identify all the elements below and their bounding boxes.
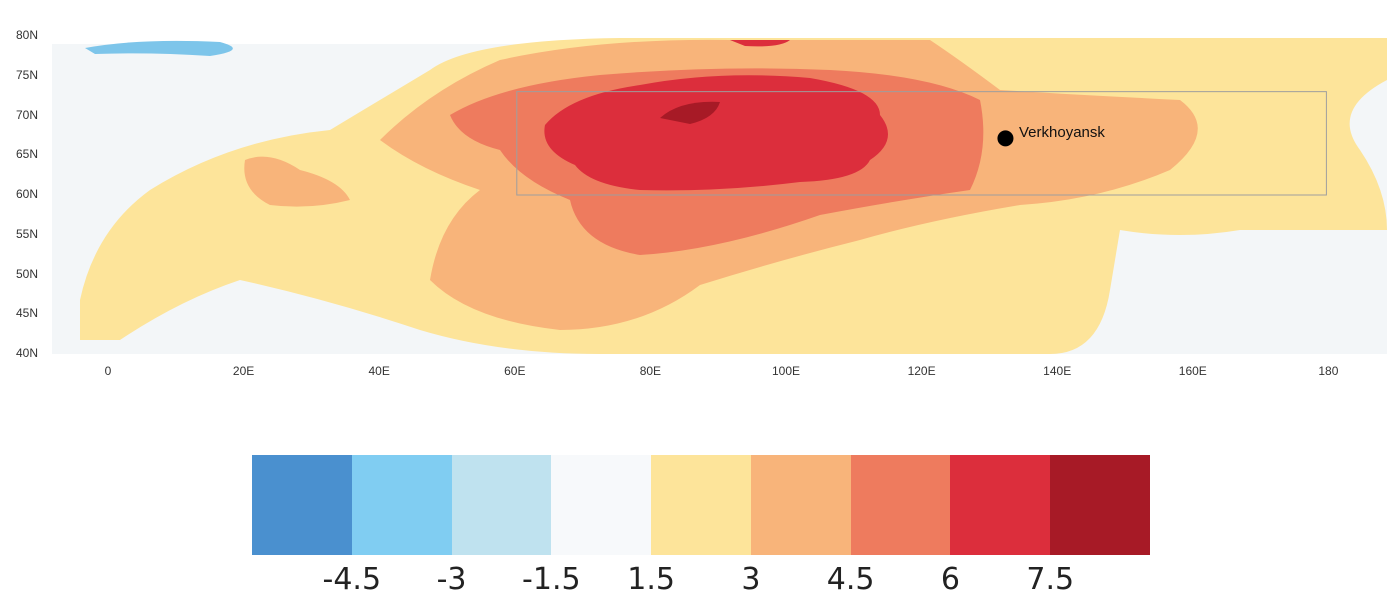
colorbar-tick-label: 7.5	[1026, 562, 1075, 597]
lat-label: 65N	[15, 147, 38, 162]
anomaly-patch-west	[244, 156, 350, 207]
colorbar-tick-label: -4.5	[322, 562, 382, 597]
lon-label: 180	[1318, 364, 1339, 378]
anomaly-map: 80N 75N 70N 65N 60N 55N 50N 45N 40N 0 20E 40E 60E 80…	[15, 28, 1387, 378]
verkhoyansk-marker	[997, 130, 1014, 147]
lon-label: 100E	[771, 364, 801, 378]
lat-label: 80N	[15, 28, 38, 42]
colorbar-tick-label: 6	[940, 562, 960, 597]
colorbar-swatch	[850, 455, 951, 555]
colorbar-swatch	[351, 455, 452, 555]
region-box	[516, 91, 1327, 196]
colorbar-tick-label: -1.5	[522, 562, 581, 597]
lon-label: 40E	[368, 364, 390, 378]
anomaly-band-above-7p5	[660, 101, 720, 124]
colorbar-tick-label: 4.5	[826, 562, 875, 597]
colorbar-tick-label: -3	[436, 562, 467, 597]
lat-label: 50N	[15, 266, 38, 281]
island-svalbard	[85, 40, 233, 56]
lat-label: 60N	[15, 187, 38, 201]
lon-label: 60E	[504, 364, 526, 378]
map-canvas	[52, 36, 1387, 354]
lon-label: 140E	[1043, 364, 1072, 378]
colorbar-tick-label: 3	[741, 562, 761, 597]
lat-label: 40N	[15, 346, 38, 360]
lon-label: 0	[104, 364, 112, 378]
anomaly-band-6-7p5	[544, 75, 888, 191]
lat-label: 45N	[15, 306, 38, 321]
colorbar-swatch	[252, 455, 352, 555]
lon-label: 160E	[1178, 364, 1207, 378]
colorbar-swatch	[451, 455, 552, 555]
lat-label: 55N	[15, 226, 38, 241]
colorbar-swatch	[651, 455, 751, 555]
lon-label: 80E	[639, 364, 662, 378]
lat-label: 70N	[15, 107, 38, 122]
colorbar-swatch	[551, 455, 652, 555]
colorbar-swatch	[950, 455, 1051, 555]
lon-label: 120E	[907, 364, 936, 378]
colorbar-tick-label: 1.5	[627, 562, 675, 597]
anomaly-spot-north	[730, 40, 790, 47]
lat-label: 75N	[15, 67, 38, 82]
colorbar-swatch	[750, 455, 851, 555]
lon-label: 20E	[232, 364, 255, 378]
colorbar	[252, 455, 1151, 555]
city-label: Verkhoyansk	[1019, 124, 1105, 141]
colorbar-swatch	[1050, 455, 1151, 555]
